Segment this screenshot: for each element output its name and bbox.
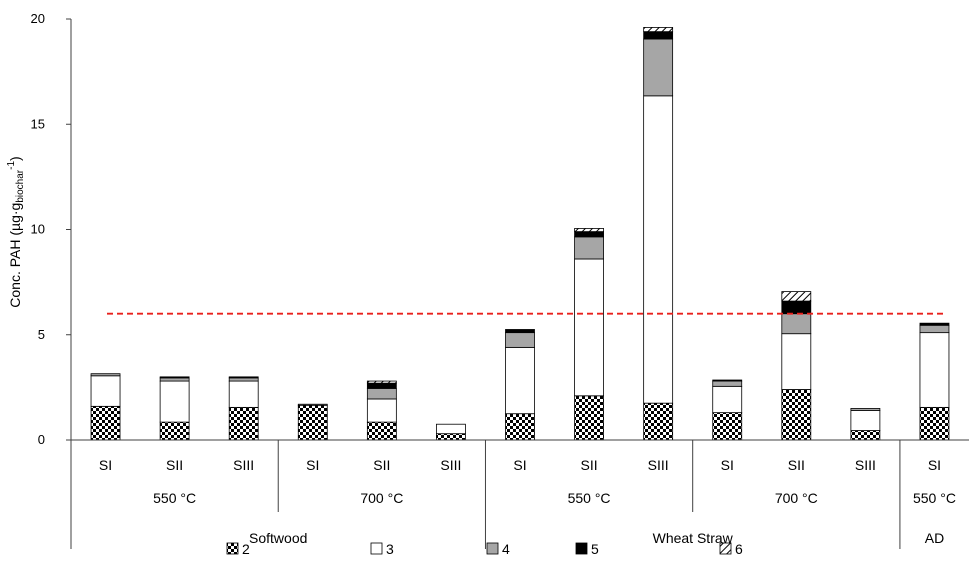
bar-segment-5 — [643, 31, 674, 40]
y-tick-label: 15 — [31, 116, 45, 131]
feedstock-group-label: AD — [925, 530, 944, 546]
temperature-group-label: 700 °C — [360, 490, 403, 506]
bar-segment-2 — [159, 421, 190, 441]
temperature-group-label: 550 °C — [568, 490, 611, 506]
bar-segment-3 — [919, 332, 950, 408]
bar-segment-4 — [919, 324, 950, 334]
feedstock-group-label: Softwood — [249, 530, 307, 546]
bar-segment-3 — [781, 333, 812, 390]
temperature-group-label: 550 °C — [913, 490, 956, 506]
bar-segment-3 — [505, 346, 535, 415]
bar-segment-6 — [781, 291, 812, 302]
legend-label: 3 — [386, 541, 394, 557]
bar-segment-5 — [712, 379, 743, 382]
bar-segment-6 — [574, 228, 604, 233]
bar-segment-4 — [643, 38, 674, 97]
legend-swatch-2 — [226, 542, 239, 555]
bar-segment-2 — [297, 404, 328, 441]
bar-segment-4 — [228, 377, 259, 382]
bar-segment-4 — [90, 373, 121, 377]
legend-swatch-3 — [370, 542, 383, 555]
bar-segment-5 — [159, 376, 190, 379]
bar-segment-2 — [781, 389, 812, 441]
bar-segment-2 — [643, 402, 674, 441]
bar-segment-3 — [574, 258, 604, 397]
y-axis: 0 5 10 15 20 — [31, 11, 72, 447]
legend-label: 6 — [735, 541, 743, 557]
x-tick-label: SIII — [855, 457, 876, 473]
y-tick-label: 20 — [31, 11, 45, 26]
bar-segment-4 — [366, 388, 397, 400]
bar-segment-3 — [643, 95, 674, 404]
bar-segment-4 — [505, 332, 535, 348]
temperature-group-label: 550 °C — [153, 490, 196, 506]
bar-segment-2 — [90, 405, 121, 441]
x-axis: SI SII SIII SI SII SIII SI SII SIII SI SII SIII SI 55… — [70, 439, 969, 549]
legend: 2 3 4 5 6 — [226, 541, 743, 557]
x-tick-label: SI — [99, 457, 112, 473]
bars — [90, 27, 950, 441]
x-tick-label: SI — [721, 457, 734, 473]
x-tick-label: SIII — [233, 457, 254, 473]
x-tick-label: SIII — [648, 457, 669, 473]
x-tick-label: SII — [373, 457, 390, 473]
x-tick-label: SI — [513, 457, 526, 473]
bar-segment-2 — [505, 413, 535, 441]
legend-swatch-4 — [486, 542, 499, 555]
x-tick-label: SIII — [440, 457, 461, 473]
bar-segment-2 — [712, 412, 743, 441]
bar-segment-5 — [228, 376, 259, 379]
bar-segment-5 — [366, 382, 397, 389]
legend-label: 4 — [502, 541, 510, 557]
bar-segment-2 — [574, 395, 604, 441]
bar-segment-3 — [228, 380, 259, 408]
bar-segment-4 — [297, 403, 328, 406]
x-tick-label: SII — [166, 457, 183, 473]
legend-label: 5 — [591, 541, 599, 557]
y-tick-label: 10 — [31, 222, 45, 237]
y-axis-title: Conc. PAH (µg·gbiochar-1) — [6, 156, 26, 307]
bar-segment-5 — [505, 329, 535, 334]
legend-swatch-6 — [719, 542, 732, 555]
bar-segment-5 — [574, 231, 604, 238]
bar-segment-4 — [850, 408, 881, 411]
x-tick-label: SI — [306, 457, 319, 473]
legend-swatch-5 — [575, 542, 588, 555]
bar-segment-3 — [436, 423, 466, 435]
y-axis-title-sub: biochar — [15, 169, 26, 202]
feedstock-group-label: Wheat Straw — [653, 530, 734, 546]
bar-segment-4 — [781, 313, 812, 335]
bar-segment-6 — [643, 27, 674, 33]
bar-segment-4 — [574, 236, 604, 260]
temperature-group-label: 700 °C — [775, 490, 818, 506]
bar-segment-5 — [781, 300, 812, 315]
bar-segment-3 — [850, 410, 881, 431]
bar-segment-2 — [366, 421, 397, 441]
x-tick-label: SII — [581, 457, 598, 473]
bar-segment-6 — [366, 380, 397, 384]
bar-segment-2 — [436, 433, 466, 441]
y-tick-label: 5 — [38, 327, 45, 342]
bar-segment-3 — [159, 380, 190, 423]
bar-segment-3 — [712, 385, 743, 414]
x-tick-label: SII — [788, 457, 805, 473]
y-axis-title-main: Conc. PAH (µg·g — [7, 203, 23, 308]
legend-label: 2 — [242, 541, 250, 557]
bar-segment-2 — [919, 406, 950, 441]
y-tick-label: 0 — [38, 432, 45, 447]
y-axis-title-close: ) — [7, 156, 23, 161]
bar-segment-5 — [919, 322, 950, 326]
bar-segment-4 — [159, 377, 190, 382]
x-tick-label: SI — [928, 457, 941, 473]
bar-segment-2 — [228, 406, 259, 441]
bar-segment-3 — [90, 375, 121, 407]
bar-segment-4 — [712, 380, 743, 387]
bar-segment-2 — [850, 430, 881, 441]
y-axis-title-sup: -1 — [6, 161, 17, 170]
bar-segment-3 — [366, 398, 397, 423]
